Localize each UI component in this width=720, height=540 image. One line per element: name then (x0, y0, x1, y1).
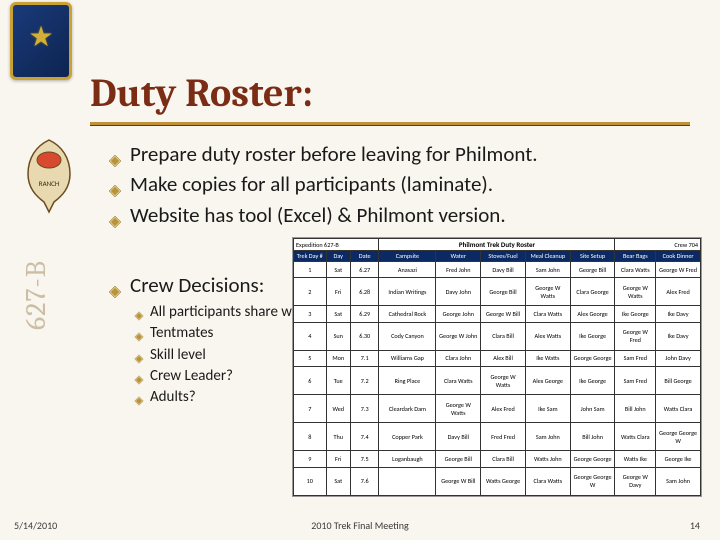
bullet-icon (108, 279, 122, 293)
bullet-text: Website has tool (Excel) & Philmont vers… (130, 201, 506, 229)
bullet-icon (134, 392, 144, 402)
footer-date: 5/14/2010 (14, 519, 57, 532)
bullet-icon (108, 177, 122, 191)
expedition-label: 627-B (20, 260, 52, 330)
slide-title: Duty Roster: (90, 70, 313, 116)
bullet-icon (134, 350, 144, 360)
philmont-badge (10, 2, 72, 80)
duty-roster-table-image: Expedition 627-BPhilmont Trek Duty Roste… (292, 237, 702, 497)
crew-decisions-text: Crew Decisions: (130, 272, 264, 298)
footer-page-number: 14 (690, 519, 700, 532)
bullet-icon (134, 328, 144, 338)
arrowhead-icon: RANCH (22, 138, 76, 214)
sub-bullet-text: Tentmates (150, 323, 213, 343)
bullet-icon (134, 371, 144, 381)
bullet-icon (108, 147, 122, 161)
main-bullet-list: Prepare duty roster before leaving for P… (108, 140, 538, 231)
svg-text:RANCH: RANCH (39, 179, 59, 188)
crew-decisions-heading: Crew Decisions: (108, 272, 264, 298)
sub-bullet-text: Adults? (150, 387, 196, 407)
bullet-text: Make copies for all participants (lamina… (130, 170, 493, 198)
bullet-icon (108, 208, 122, 222)
sub-bullet-text: Crew Leader? (150, 366, 233, 386)
bullet-icon (134, 307, 144, 317)
bullet-text: Prepare duty roster before leaving for P… (130, 140, 538, 168)
title-underline (90, 122, 690, 126)
footer-center: 2010 Trek Final Meeting (311, 519, 408, 532)
sub-bullet-text: Skill level (150, 345, 206, 365)
